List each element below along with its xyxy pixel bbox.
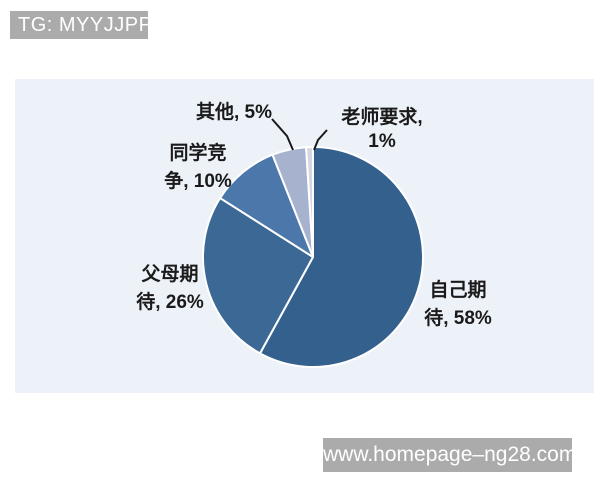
slice-label-other: 其他, 5% xyxy=(195,102,273,123)
chart-panel xyxy=(15,79,594,393)
slice-label-classmate-competition: 同学竞 争, 10% xyxy=(164,143,232,192)
slice-label-self-expectation: 自己期 待, 58% xyxy=(424,280,492,329)
slice-label-parent-expectation: 父母期 待, 26% xyxy=(136,264,204,313)
watermark-footer-badge: www.homepage–ng28.com xyxy=(323,438,572,472)
watermark-header-text: TG: MYYJJPP xyxy=(18,14,148,36)
watermark-footer-url: www.homepage–ng28.com xyxy=(323,443,572,466)
watermark-header-badge: TG: MYYJJPP xyxy=(10,11,148,39)
slice-label-teacher-requirement: 老师要求, 1% xyxy=(341,107,423,152)
